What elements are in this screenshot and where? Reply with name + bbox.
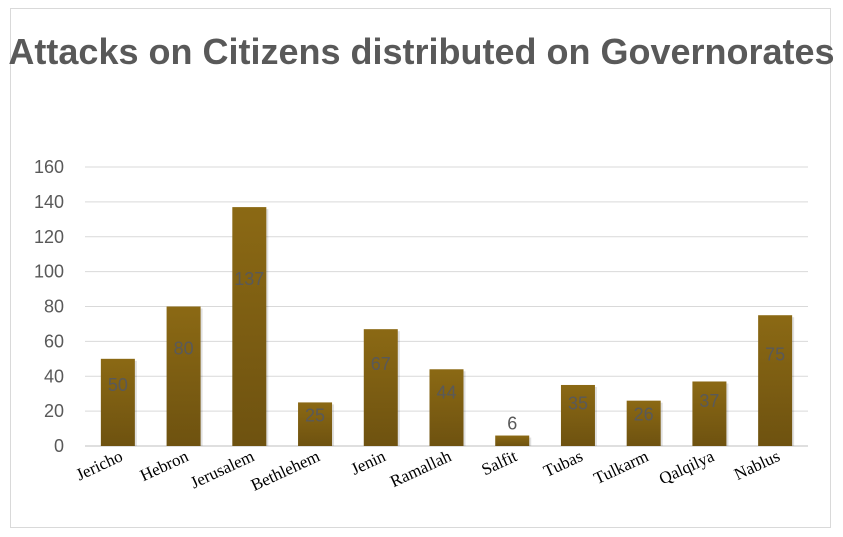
x-tick-label: Hebron [137,446,192,485]
x-tick-label: Ramallah [387,446,455,491]
data-label: 44 [436,382,456,402]
data-label: 50 [108,375,128,395]
y-tick-label: 40 [44,366,64,386]
x-tick-label: Jerusalem [187,446,257,492]
bars [100,207,795,446]
bar-jenin [363,329,398,446]
data-label: 6 [507,414,517,434]
y-axis-ticks: 0 20 40 60 80 100 120 140 160 [34,157,64,456]
x-tick-label: Tulkarm [591,446,652,488]
data-label: 67 [371,354,391,374]
data-label: 35 [568,393,588,413]
y-tick-label: 20 [44,401,64,421]
y-tick-label: 160 [34,157,64,177]
bar-ramallah [429,369,464,446]
x-tick-label: Nablus [731,446,783,484]
data-label: 37 [699,391,719,411]
bar-jericho [100,358,135,446]
data-label: 26 [634,404,654,424]
y-tick-label: 0 [54,436,64,456]
bar-bethlehem [298,402,333,446]
x-tick-label: Salfit [478,446,520,479]
data-labels: 50 80 137 25 67 44 6 35 26 37 75 [108,269,785,434]
y-tick-label: 120 [34,227,64,247]
chart-title: Attacks on Citizens distributed on Gover… [8,31,835,72]
bar-jerusalem [232,207,267,446]
bar-tulkarm [626,400,661,446]
x-tick-label: Qalqilya [656,446,717,488]
x-tick-label: Tubas [540,446,585,481]
y-tick-label: 100 [34,262,64,282]
y-tick-label: 140 [34,192,64,212]
x-tick-label: Bethlehem [248,446,323,494]
bar-nablus [758,315,793,446]
x-tick-label: Jenin [348,446,389,479]
data-label: 80 [174,338,194,358]
bar-qalqilya [692,381,727,446]
data-label: 25 [305,405,325,425]
x-tick-label: Jericho [73,446,126,484]
bar-hebron [166,306,201,446]
y-tick-label: 60 [44,331,64,351]
bar-salfit [495,435,530,446]
data-label: 137 [234,269,264,289]
data-label: 75 [765,344,785,364]
y-tick-label: 80 [44,297,64,317]
bar-tubas [560,384,595,446]
